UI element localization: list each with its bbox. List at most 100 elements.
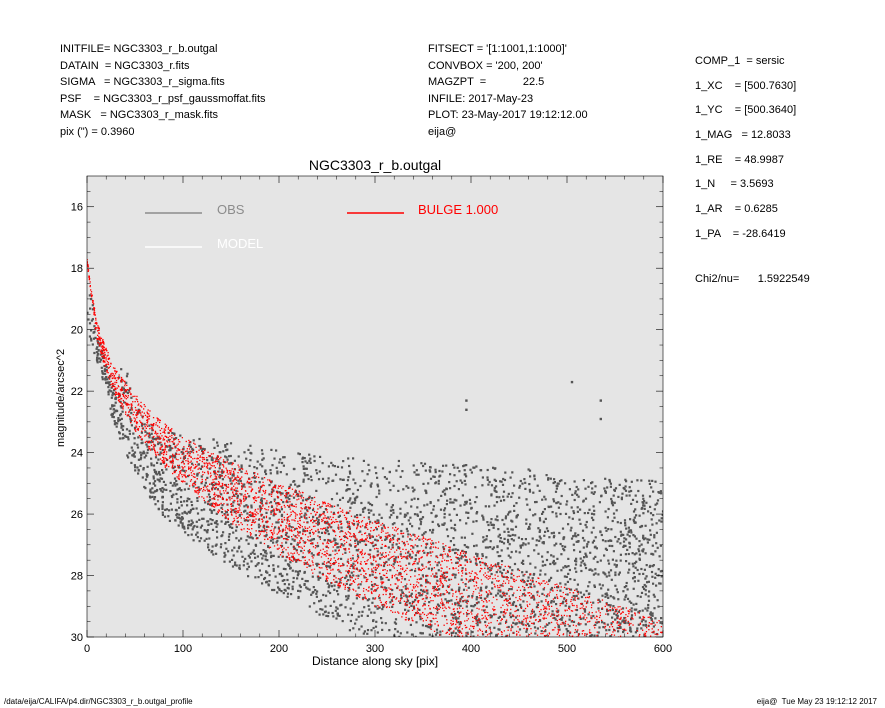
model-point	[340, 582, 343, 584]
model-point	[114, 383, 116, 385]
obs-point	[161, 505, 164, 508]
model-point	[376, 588, 378, 590]
obs-point	[465, 600, 468, 603]
model-point	[409, 569, 411, 572]
obs-point	[522, 574, 525, 577]
model-point	[621, 654, 622, 655]
obs-point	[630, 531, 633, 534]
obs-point	[208, 467, 211, 470]
model-point	[485, 597, 487, 600]
obs-point	[357, 574, 360, 577]
model-point	[405, 613, 407, 615]
model-point	[602, 641, 603, 642]
model-point	[108, 366, 110, 369]
model-point	[163, 430, 165, 432]
obs-point	[96, 361, 99, 364]
obs-point	[367, 516, 370, 519]
model-point	[406, 567, 408, 569]
model-point	[446, 602, 448, 604]
model-point	[528, 634, 531, 636]
obs-point	[492, 526, 495, 529]
obs-point	[572, 535, 575, 538]
model-point	[89, 285, 91, 288]
model-point	[418, 600, 420, 602]
obs-point	[221, 478, 224, 481]
obs-point	[302, 478, 305, 481]
obs-point	[376, 476, 379, 479]
model-point	[450, 622, 452, 624]
model-point	[308, 508, 310, 510]
obs-point	[93, 351, 96, 355]
model-point	[270, 537, 272, 539]
model-point	[174, 438, 176, 440]
obs-point	[483, 539, 486, 542]
obs-point	[516, 643, 518, 645]
model-point	[102, 341, 104, 343]
obs-point	[329, 539, 332, 542]
model-point	[476, 602, 478, 604]
model-point	[255, 514, 257, 516]
obs-point	[342, 544, 345, 547]
obs-point	[392, 511, 395, 514]
model-point	[254, 474, 256, 477]
obs-point	[452, 501, 455, 504]
obs-point	[620, 496, 623, 499]
obs-point	[456, 601, 459, 604]
model-point	[650, 675, 651, 676]
model-point	[433, 594, 435, 596]
obs-point	[483, 597, 486, 600]
model-point	[338, 568, 340, 571]
obs-point	[511, 492, 514, 495]
obs-point	[150, 448, 154, 451]
obs-point	[143, 452, 146, 455]
obs-point	[165, 445, 168, 448]
obs-point	[655, 584, 658, 587]
model-point	[551, 670, 552, 671]
model-point	[503, 599, 505, 602]
obs-point	[465, 559, 468, 562]
obs-point	[149, 490, 152, 493]
model-point	[295, 536, 297, 538]
obs-point	[533, 549, 536, 552]
obs-point	[127, 456, 130, 459]
model-point	[654, 673, 655, 674]
model-point	[478, 597, 480, 599]
obs-point	[88, 294, 91, 297]
obs-point	[175, 479, 178, 483]
obs-point	[490, 572, 493, 576]
obs-point	[187, 527, 190, 530]
obs-point	[599, 531, 602, 534]
obs-point	[203, 508, 206, 511]
model-point	[389, 593, 391, 595]
model-point	[406, 611, 408, 613]
model-point	[241, 487, 243, 489]
obs-point	[236, 550, 239, 553]
obs-point	[541, 592, 544, 595]
obs-point	[264, 551, 267, 554]
obs-point	[647, 510, 650, 513]
obs-point	[367, 508, 370, 511]
obs-point	[388, 481, 391, 484]
model-point	[238, 507, 240, 509]
model-point	[371, 568, 373, 570]
model-point	[247, 516, 250, 518]
obs-point	[294, 490, 297, 494]
obs-point	[143, 485, 146, 489]
obs-point	[246, 519, 250, 522]
obs-point	[646, 581, 649, 584]
obs-point	[299, 585, 302, 589]
obs-point	[514, 525, 518, 528]
model-point	[473, 617, 476, 620]
obs-point	[429, 477, 433, 480]
obs-point	[637, 611, 640, 614]
obs-point	[243, 451, 246, 454]
obs-point	[420, 588, 423, 592]
obs-point	[259, 541, 262, 544]
obs-point	[366, 473, 369, 476]
model-point	[125, 389, 128, 391]
obs-point	[319, 455, 322, 458]
obs-point	[191, 528, 194, 531]
obs-point	[129, 387, 132, 390]
obs-point	[172, 493, 175, 496]
model-point	[485, 600, 487, 602]
